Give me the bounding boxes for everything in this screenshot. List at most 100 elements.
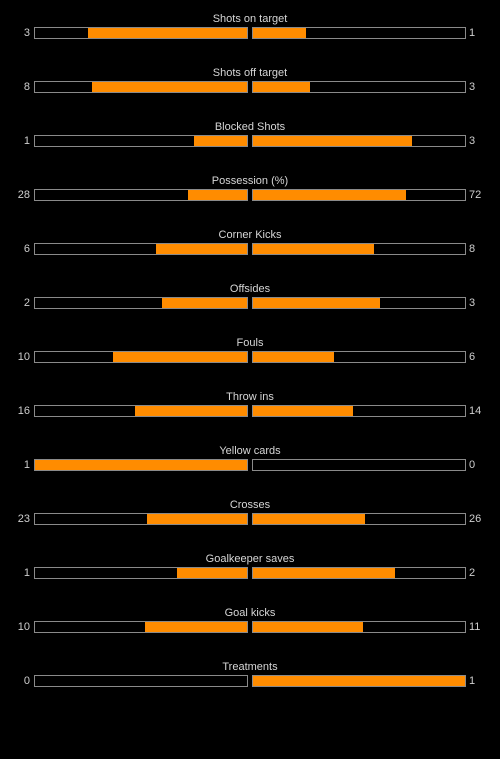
- away-bar: [252, 81, 466, 93]
- home-bar-fill: [88, 28, 247, 38]
- stat-label: Corner Kicks: [218, 229, 282, 241]
- home-value: 1: [23, 459, 30, 471]
- away-bar-fill: [253, 82, 311, 92]
- away-bar: [252, 27, 466, 39]
- stat-row-corner-kicks: Corner Kicks 6 8: [0, 228, 500, 282]
- home-bar-fill: [92, 82, 247, 92]
- home-bar: [34, 243, 248, 255]
- away-bar: [252, 567, 466, 579]
- home-bar: [34, 297, 248, 309]
- stat-row-yellow-cards: Yellow cards 1 0: [0, 444, 500, 498]
- stat-row-fouls: Fouls 10 6: [0, 336, 500, 390]
- home-bar: [34, 621, 248, 633]
- stat-label: Shots on target: [212, 13, 288, 25]
- home-bar-fill: [113, 352, 247, 362]
- home-bar: [34, 405, 248, 417]
- stat-row-blocked-shots: Blocked Shots 1 3: [0, 120, 500, 174]
- stat-label: Goalkeeper saves: [205, 553, 295, 565]
- away-bar: [252, 405, 466, 417]
- home-bar-fill: [145, 622, 247, 632]
- away-bar-fill: [253, 514, 366, 524]
- stat-label: Offsides: [229, 283, 271, 295]
- home-bar: [34, 27, 248, 39]
- away-value: 2: [469, 567, 476, 579]
- away-value: 3: [469, 81, 476, 93]
- away-bar-fill: [253, 298, 381, 308]
- home-value: 10: [17, 621, 30, 633]
- stat-row-treatments: Treatments 0 1: [0, 660, 500, 714]
- stat-label: Possession (%): [211, 175, 289, 187]
- away-bar-fill: [253, 568, 396, 578]
- away-value: 11: [469, 621, 481, 633]
- home-value: 1: [23, 567, 30, 579]
- stat-row-crosses: Crosses 23 26: [0, 498, 500, 552]
- home-bar-fill: [134, 406, 247, 416]
- away-bar-fill: [253, 28, 306, 38]
- home-bar: [34, 675, 248, 687]
- away-value: 3: [469, 297, 476, 309]
- away-bar-fill: [253, 676, 465, 686]
- away-bar: [252, 513, 466, 525]
- away-bar: [252, 675, 466, 687]
- stat-row-goal-kicks: Goal kicks 10 11: [0, 606, 500, 660]
- home-value: 3: [23, 27, 30, 39]
- home-value: 2: [23, 297, 30, 309]
- home-value: 16: [17, 405, 30, 417]
- home-value: 28: [17, 189, 30, 201]
- away-bar: [252, 297, 466, 309]
- away-bar-fill: [253, 136, 412, 146]
- home-bar: [34, 513, 248, 525]
- stat-label: Crosses: [229, 499, 271, 511]
- stat-label: Goal kicks: [224, 607, 276, 619]
- away-bar: [252, 189, 466, 201]
- stat-row-shots-off-target: Shots off target 8 3: [0, 66, 500, 120]
- home-value: 6: [23, 243, 30, 255]
- home-value: 10: [17, 351, 30, 363]
- stat-row-throw-ins: Throw ins 16 14: [0, 390, 500, 444]
- home-bar-fill: [35, 460, 247, 470]
- stat-label: Blocked Shots: [214, 121, 286, 133]
- home-value: 0: [23, 675, 30, 687]
- stat-row-offsides: Offsides 2 3: [0, 282, 500, 336]
- away-bar-fill: [253, 190, 406, 200]
- away-value: 0: [469, 459, 476, 471]
- stat-label: Fouls: [236, 337, 264, 349]
- away-value: 8: [469, 243, 476, 255]
- away-bar-fill: [253, 622, 364, 632]
- home-value: 23: [17, 513, 30, 525]
- away-value: 26: [469, 513, 482, 525]
- away-value: 3: [469, 135, 476, 147]
- home-bar-fill: [155, 244, 247, 254]
- stat-row-possession: Possession (%) 28 72: [0, 174, 500, 228]
- home-bar: [34, 189, 248, 201]
- stat-label: Shots off target: [212, 67, 288, 79]
- away-bar: [252, 351, 466, 363]
- stat-row-goalkeeper-saves: Goalkeeper saves 1 2: [0, 552, 500, 606]
- away-bar: [252, 243, 466, 255]
- home-bar: [34, 135, 248, 147]
- stat-label: Yellow cards: [219, 445, 281, 457]
- home-bar: [34, 567, 248, 579]
- away-bar-fill: [253, 244, 374, 254]
- away-value: 1: [469, 675, 476, 687]
- home-bar-fill: [194, 136, 247, 146]
- home-bar-fill: [162, 298, 247, 308]
- home-bar: [34, 81, 248, 93]
- stat-row-shots-on-target: Shots on target 3 1: [0, 12, 500, 66]
- home-bar-fill: [177, 568, 247, 578]
- away-value: 6: [469, 351, 476, 363]
- home-bar-fill: [147, 514, 247, 524]
- home-value: 1: [23, 135, 30, 147]
- away-bar: [252, 135, 466, 147]
- away-bar-fill: [253, 352, 334, 362]
- away-bar: [252, 621, 466, 633]
- away-bar-fill: [253, 406, 353, 416]
- home-bar: [34, 459, 248, 471]
- away-bar: [252, 459, 466, 471]
- away-value: 72: [469, 189, 482, 201]
- home-bar-fill: [187, 190, 247, 200]
- home-bar: [34, 351, 248, 363]
- home-value: 8: [23, 81, 30, 93]
- match-stats-panel: Shots on target 3 1 Shots off target 8 3 Block…: [0, 12, 500, 714]
- away-value: 14: [469, 405, 482, 417]
